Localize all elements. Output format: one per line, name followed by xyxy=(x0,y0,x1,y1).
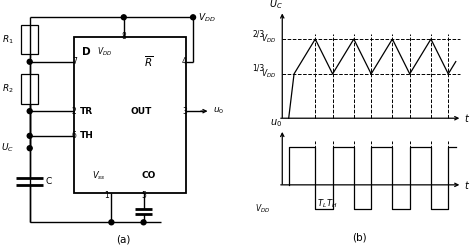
Text: $u_0$: $u_0$ xyxy=(213,106,224,116)
Circle shape xyxy=(27,146,32,151)
Text: $t$: $t$ xyxy=(465,179,470,191)
Text: $\overline{R}$: $\overline{R}$ xyxy=(144,54,153,69)
Text: $V_{DD}$: $V_{DD}$ xyxy=(198,11,216,23)
Text: 1: 1 xyxy=(104,191,109,200)
Circle shape xyxy=(27,59,32,64)
Text: $T_H$: $T_H$ xyxy=(326,197,337,210)
Text: $t$: $t$ xyxy=(465,112,470,124)
Text: $V_{DD}$: $V_{DD}$ xyxy=(97,46,112,58)
Circle shape xyxy=(141,220,146,225)
Text: 8: 8 xyxy=(121,32,126,41)
Text: 7: 7 xyxy=(72,57,77,66)
Text: $T_L$: $T_L$ xyxy=(317,197,327,210)
Text: $R_2$: $R_2$ xyxy=(2,83,14,95)
Text: 3: 3 xyxy=(182,107,187,116)
Text: TH: TH xyxy=(79,131,94,140)
Text: 5: 5 xyxy=(141,191,146,200)
Circle shape xyxy=(27,109,32,114)
Text: 2/3: 2/3 xyxy=(252,29,265,38)
Text: 6: 6 xyxy=(72,131,77,140)
Circle shape xyxy=(121,15,126,20)
Text: 4: 4 xyxy=(182,57,187,66)
Text: $V_{DD}$: $V_{DD}$ xyxy=(261,33,276,45)
Bar xyxy=(21,25,39,54)
Circle shape xyxy=(27,133,32,138)
Text: (a): (a) xyxy=(117,235,131,245)
Text: $U_C$: $U_C$ xyxy=(0,142,14,154)
Text: 2: 2 xyxy=(72,107,77,116)
Text: CO: CO xyxy=(141,171,156,180)
Text: $V_{DD}$: $V_{DD}$ xyxy=(261,68,276,80)
Text: $V_{ss}$: $V_{ss}$ xyxy=(91,169,105,182)
Circle shape xyxy=(109,220,114,225)
Text: $R_1$: $R_1$ xyxy=(2,33,14,46)
Text: $V_{DD}$: $V_{DD}$ xyxy=(256,202,270,215)
Bar xyxy=(21,74,39,104)
Text: 1/3: 1/3 xyxy=(252,64,265,73)
Text: $U_C$: $U_C$ xyxy=(269,0,283,11)
Text: TR: TR xyxy=(80,107,93,116)
Text: D: D xyxy=(82,47,91,57)
Text: $u_0$: $u_0$ xyxy=(270,117,282,129)
Text: C: C xyxy=(46,177,52,186)
Bar xyxy=(74,37,186,193)
Text: OUT: OUT xyxy=(130,107,152,116)
Text: (b): (b) xyxy=(352,232,367,242)
Circle shape xyxy=(190,15,196,20)
